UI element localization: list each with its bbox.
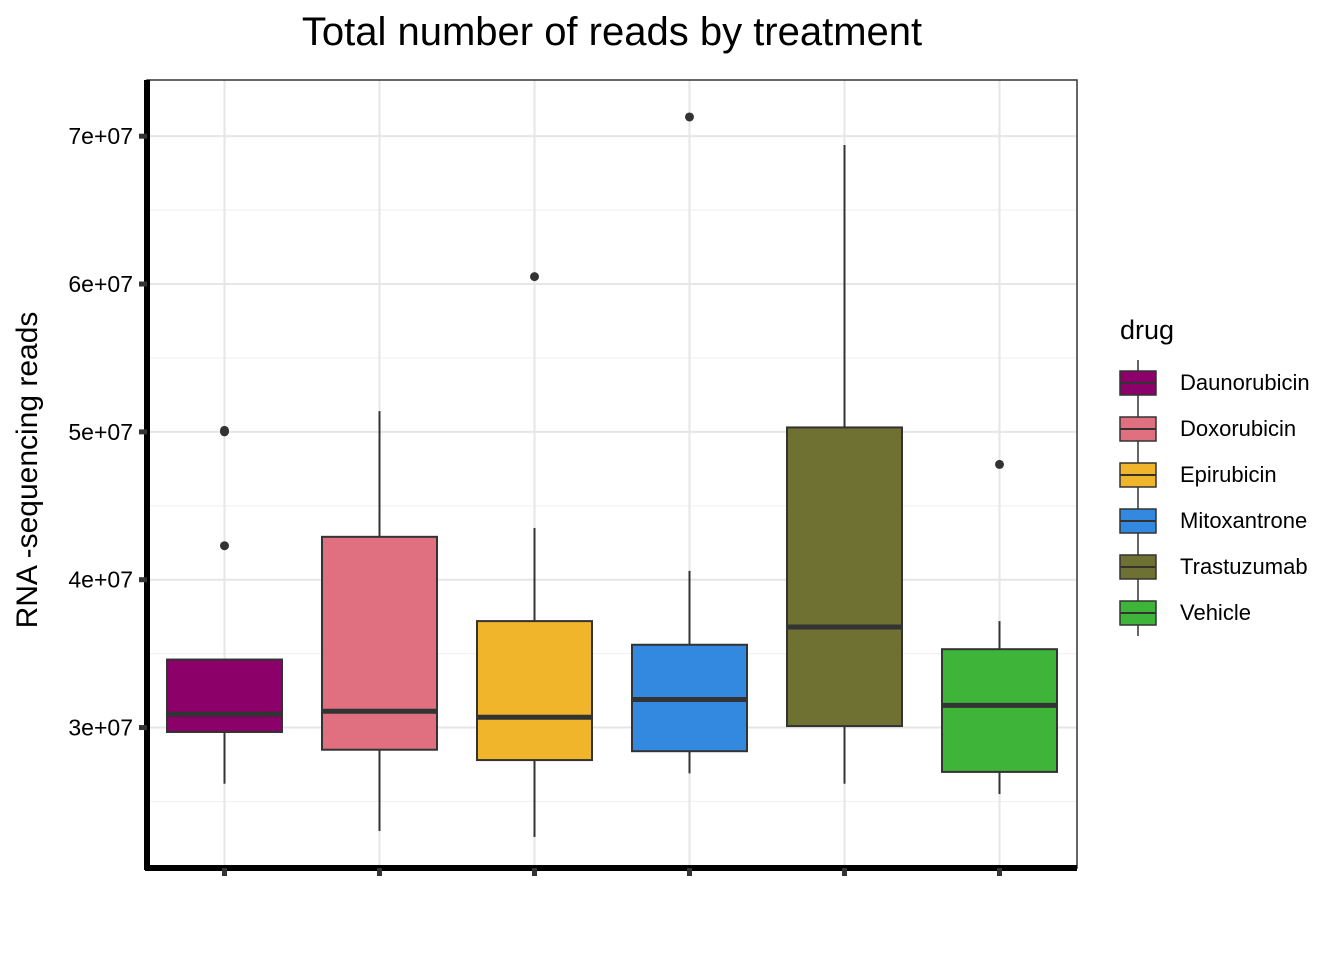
chart-title: Total number of reads by treatment [301,10,923,54]
legend-key [1119,590,1157,636]
legend-key [1119,544,1157,590]
box-vehicle [941,648,1058,773]
legend-key [1119,452,1157,498]
legend-key [1119,406,1157,452]
plot-panel [147,80,1077,868]
legend-item: Daunorubicin [1118,360,1310,406]
legend-key [1119,498,1157,544]
legend: drug Daunorubicin Doxorubicin Epirubicin Mi… [1118,315,1310,636]
outlier-point [220,425,229,435]
y-tick-label: 4e+07 [68,567,133,593]
y-tick-label: 7e+07 [68,123,133,149]
legend-label: Trastuzumab [1180,554,1308,579]
outlier-point [995,459,1004,469]
legend-label: Doxorubicin [1180,416,1297,441]
y-tick-label: 6e+07 [68,271,133,297]
box-epirubicin [476,620,593,762]
outlier-point [530,272,539,282]
box-trastuzumab [786,426,903,728]
legend-item: Trastuzumab [1118,544,1310,590]
y-tick-label: 3e+07 [68,715,133,741]
legend-item: Vehicle [1118,590,1310,636]
legend-label: Epirubicin [1180,462,1277,487]
legend-label: Vehicle [1180,600,1251,625]
y-tick-label: 5e+07 [68,419,133,445]
legend-title: drug [1120,315,1175,345]
legend-items: Daunorubicin Doxorubicin Epirubicin Mitoxan… [1118,360,1310,636]
legend-item: Mitoxantrone [1118,498,1310,544]
legend-item: Doxorubicin [1118,406,1310,452]
legend-key [1119,360,1157,406]
legend-label: Daunorubicin [1180,370,1310,395]
box-doxorubicin [321,535,438,751]
outlier-point [685,112,694,122]
outlier-point [220,541,229,551]
box-daunorubicin [166,658,283,733]
legend-label: Mitoxantrone [1180,508,1308,533]
legend-item: Epirubicin [1118,452,1310,498]
